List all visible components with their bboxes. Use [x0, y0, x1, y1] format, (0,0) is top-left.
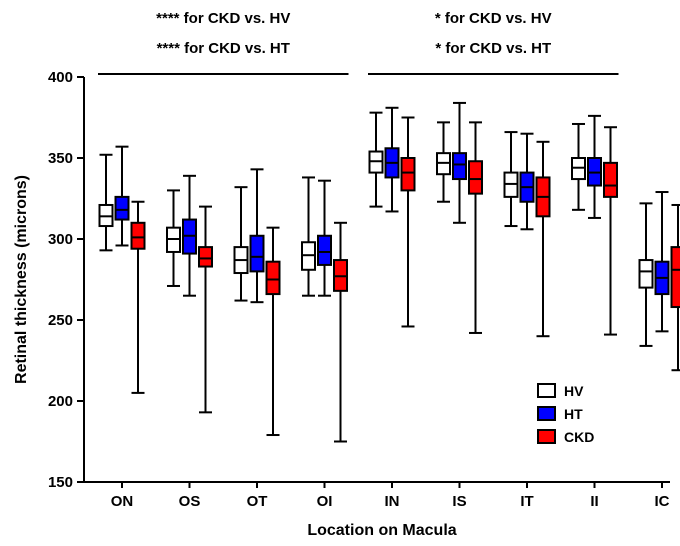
legend-label: CKD [564, 429, 594, 445]
x-tick-label: II [590, 493, 598, 510]
box-on-ckd [130, 200, 146, 394]
box-ii-ckd [603, 126, 618, 336]
legend-entry-hv: HV [537, 383, 584, 399]
iqr-box [400, 157, 416, 192]
annotation-group: **** for CKD vs. HV **** for CKD vs. HT [98, 10, 349, 75]
iqr-box [452, 152, 467, 181]
box-in-hv [368, 111, 384, 208]
box-it-hv [503, 131, 519, 228]
legend-swatch [537, 406, 556, 421]
y-axis-title: Retinal thickness (microns) [13, 175, 30, 384]
iqr-box [114, 195, 130, 221]
box-is-ht [452, 101, 467, 224]
y-tick-label: 200 [48, 393, 73, 410]
iqr-box [265, 260, 281, 296]
iqr-box [638, 259, 654, 289]
iqr-box [317, 234, 332, 266]
box-ic-hv [638, 202, 654, 347]
x-tick-label: OS [179, 493, 201, 510]
legend-entry-ckd: CKD [537, 429, 594, 445]
box-on-ht [114, 145, 130, 247]
box-is-hv [436, 121, 451, 203]
significance-label: * for CKD vs. HT [435, 40, 551, 57]
iqr-box [468, 160, 483, 195]
box-ii-ht [587, 114, 602, 219]
x-axis-title: Location on Macula [307, 522, 456, 539]
legend-label: HV [564, 383, 584, 399]
annotation-group: * for CKD vs. HV * for CKD vs. HT [368, 10, 619, 75]
box-it-ht [519, 132, 535, 231]
iqr-box [603, 161, 618, 198]
y-tick-label: 400 [48, 69, 73, 86]
box-os-ht [182, 174, 197, 297]
significance-label: * for CKD vs. HV [435, 10, 552, 27]
box-is-ckd [468, 121, 483, 334]
significance-label: **** for CKD vs. HT [157, 40, 290, 57]
box-in-ht [384, 106, 400, 213]
box-in-ckd [400, 116, 416, 328]
y-tick-label: 350 [48, 150, 73, 167]
legend-entry-ht: HT [537, 406, 583, 422]
legend-swatch [537, 429, 556, 444]
iqr-box [130, 221, 146, 250]
box-ot-ckd [265, 226, 281, 437]
box-it-ckd [535, 140, 551, 338]
box-plot-area [98, 101, 680, 443]
y-tick-label: 300 [48, 231, 73, 248]
iqr-box [249, 234, 265, 273]
y-axis: 150 200 250 300 350 400 [48, 69, 85, 491]
iqr-box [670, 246, 680, 309]
y-tick-label: 150 [48, 474, 73, 491]
x-tick-label: IT [520, 493, 533, 510]
x-tick-label: IS [452, 493, 466, 510]
significance-label: **** for CKD vs. HV [156, 10, 290, 27]
box-ot-ht [249, 168, 265, 304]
box-on-hv [98, 153, 114, 252]
x-tick-label: OT [247, 493, 268, 510]
legend-swatch [537, 383, 556, 398]
box-ic-ht [654, 191, 670, 333]
x-tick-label: OI [317, 493, 333, 510]
legend: HV HT CKD [537, 383, 594, 445]
iqr-box [198, 246, 213, 268]
box-ic-ckd [670, 203, 680, 372]
box-os-ckd [198, 205, 213, 414]
box-oi-ckd [333, 221, 348, 443]
x-tick-label: IC [655, 493, 670, 510]
box-oi-ht [317, 179, 332, 297]
x-tick-label: IN [385, 493, 400, 510]
box-ii-hv [571, 122, 586, 211]
significance-annotations: **** for CKD vs. HV **** for CKD vs. HT * … [98, 10, 619, 75]
x-axis: ON OS OT OI IN IS IT II IC [84, 481, 670, 510]
y-tick-label: 250 [48, 312, 73, 329]
x-tick-label: ON [111, 493, 134, 510]
box-ot-hv [233, 186, 249, 302]
legend-label: HT [564, 406, 583, 422]
box-oi-hv [301, 176, 316, 297]
box-os-hv [166, 189, 181, 287]
